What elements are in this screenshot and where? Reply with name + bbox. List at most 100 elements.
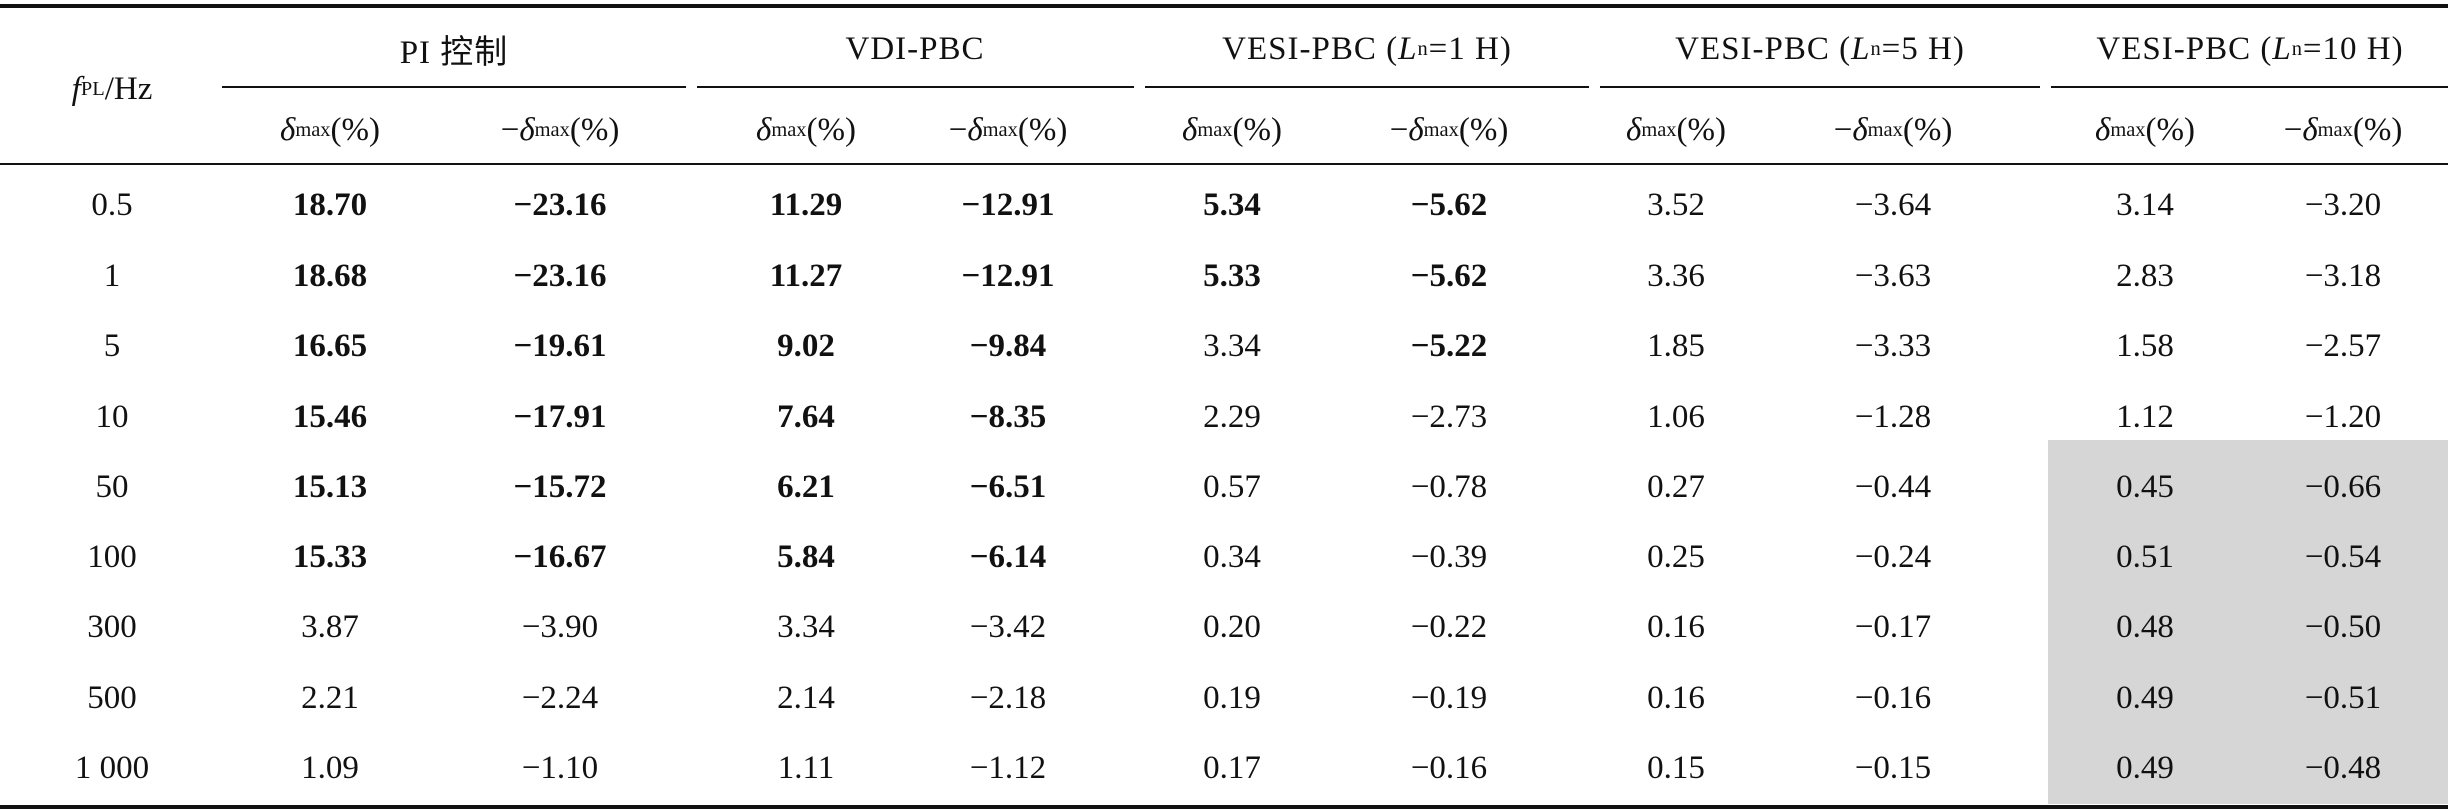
- table-cell: −3.64: [1854, 186, 1932, 223]
- table-cell: 3.36: [1647, 257, 1705, 294]
- table-cell: −1.20: [2304, 398, 2382, 435]
- table-cell: 2.21: [301, 679, 359, 716]
- sub-header: − δ max (%): [948, 111, 1068, 148]
- table-cell: 1.58: [2116, 327, 2174, 364]
- header-rule: [0, 163, 2448, 165]
- table-cell: 15.33: [292, 538, 368, 575]
- table-cell: 3.87: [301, 608, 359, 645]
- sub-header: δ max (%): [1626, 111, 1726, 148]
- table-cell: 0.27: [1647, 468, 1705, 505]
- group-underline-vesi-1: [1145, 86, 1589, 88]
- table-cell: −3.63: [1854, 257, 1932, 294]
- table-cell: −2.73: [1410, 398, 1488, 435]
- table-cell: 3.14: [2116, 186, 2174, 223]
- table-cell: 5.33: [1203, 257, 1261, 294]
- row-header-label: f PL/Hz: [71, 70, 153, 107]
- table-cell: 5.84: [777, 538, 835, 575]
- table-cell: −17.91: [513, 398, 607, 435]
- table-cell: 18.70: [292, 186, 368, 223]
- table-cell: 0.57: [1203, 468, 1261, 505]
- table-cell: 0.45: [2116, 468, 2174, 505]
- sub-header: δ max (%): [280, 111, 380, 148]
- group-underline-vesi-10: [2051, 86, 2448, 88]
- sub-header: δ max (%): [1182, 111, 1282, 148]
- table-cell: 11.27: [769, 257, 843, 294]
- table-cell: −0.51: [2304, 679, 2382, 716]
- table-cell: −0.19: [1410, 679, 1488, 716]
- group-underline-vdi: [697, 86, 1134, 88]
- top-rule: [0, 4, 2448, 8]
- table-cell: −0.24: [1854, 538, 1932, 575]
- row-frequency: 1: [103, 257, 121, 294]
- table-cell: 2.14: [777, 679, 835, 716]
- table-cell: −9.84: [969, 327, 1047, 364]
- sub-header: − δ max (%): [2283, 111, 2403, 148]
- table-cell: −16.67: [513, 538, 607, 575]
- table-cell: −6.51: [969, 468, 1047, 505]
- table-cell: −0.66: [2304, 468, 2382, 505]
- table-cell: 6.21: [777, 468, 835, 505]
- sub-header: − δ max (%): [500, 111, 620, 148]
- group-underline-pi: [222, 86, 686, 88]
- table-cell: −0.22: [1410, 608, 1488, 645]
- row-frequency: 5: [103, 327, 121, 364]
- table-cell: 0.16: [1647, 608, 1705, 645]
- table-cell: 0.15: [1647, 749, 1705, 786]
- row-frequency: 100: [87, 538, 137, 575]
- table-cell: 1.85: [1647, 327, 1705, 364]
- table-cell: −0.17: [1854, 608, 1932, 645]
- table-cell: 0.20: [1203, 608, 1261, 645]
- group-header: PI 控制: [399, 35, 509, 71]
- table-cell: −5.62: [1410, 257, 1488, 294]
- highlighted-cells: [2048, 440, 2448, 804]
- sub-header: δ max (%): [2095, 111, 2195, 148]
- table-cell: −0.78: [1410, 468, 1488, 505]
- table-cell: 15.13: [292, 468, 368, 505]
- table-cell: 1.06: [1647, 398, 1705, 435]
- table-cell: −0.54: [2304, 538, 2382, 575]
- row-frequency: 300: [87, 608, 137, 645]
- sub-header: − δ max (%): [1389, 111, 1509, 148]
- table-cell: −3.33: [1854, 327, 1932, 364]
- table-cell: 2.29: [1203, 398, 1261, 435]
- table-cell: −1.28: [1854, 398, 1932, 435]
- table-cell: −0.15: [1854, 749, 1932, 786]
- table-cell: 0.19: [1203, 679, 1261, 716]
- table-cell: −2.57: [2304, 327, 2382, 364]
- table-cell: 2.83: [2116, 257, 2174, 294]
- table-cell: −0.16: [1410, 749, 1488, 786]
- table-cell: −1.10: [521, 749, 599, 786]
- table-cell: −0.50: [2304, 608, 2382, 645]
- table-cell: −5.22: [1410, 327, 1488, 364]
- table-cell: 0.34: [1203, 538, 1261, 575]
- group-header: VDI-PBC: [845, 30, 985, 67]
- table-cell: −2.24: [521, 679, 599, 716]
- table-cell: 0.49: [2116, 749, 2174, 786]
- table-cell: −3.90: [521, 608, 599, 645]
- sub-header: − δ max (%): [1833, 111, 1953, 148]
- table-cell: 0.25: [1647, 538, 1705, 575]
- table-cell: −15.72: [513, 468, 607, 505]
- table-cell: 3.34: [777, 608, 835, 645]
- table-cell: −8.35: [969, 398, 1047, 435]
- table-cell: −3.18: [2304, 257, 2382, 294]
- table-cell: −12.91: [961, 186, 1055, 223]
- table-cell: 0.17: [1203, 749, 1261, 786]
- row-frequency: 10: [95, 398, 129, 435]
- table-cell: −23.16: [513, 186, 607, 223]
- table-cell: −5.62: [1410, 186, 1488, 223]
- table-cell: −23.16: [513, 257, 607, 294]
- table-cell: 1.12: [2116, 398, 2174, 435]
- table-cell: −3.20: [2304, 186, 2382, 223]
- table-cell: 16.65: [292, 327, 368, 364]
- table-cell: −3.42: [969, 608, 1047, 645]
- row-frequency: 500: [87, 679, 137, 716]
- table-cell: 1.09: [301, 749, 359, 786]
- table-cell: −1.12: [969, 749, 1047, 786]
- table-cell: −12.91: [961, 257, 1055, 294]
- table-cell: 9.02: [777, 327, 835, 364]
- table-cell: 0.49: [2116, 679, 2174, 716]
- table-cell: −2.18: [969, 679, 1047, 716]
